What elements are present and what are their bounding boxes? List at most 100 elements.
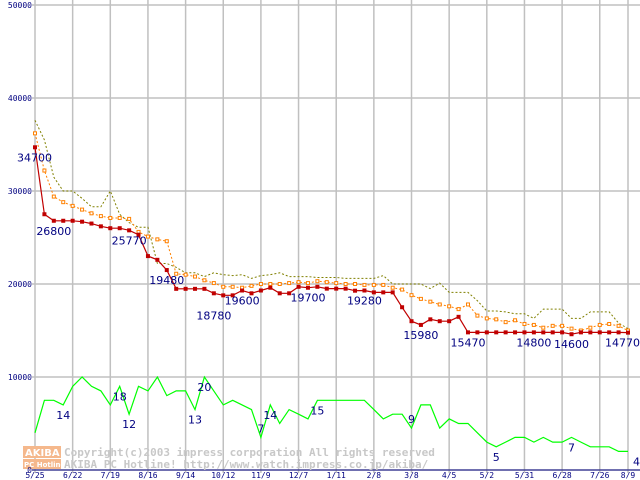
x-tick-label: 11/9 <box>251 471 270 480</box>
data-point-min <box>324 286 329 291</box>
data-point-average <box>550 323 555 328</box>
logo-top-box <box>23 446 61 458</box>
data-point-min <box>42 212 47 217</box>
x-tick-label: 4/5 <box>442 471 457 480</box>
data-point-average <box>334 281 339 286</box>
data-label-count: 14 <box>56 409 70 422</box>
data-point-min <box>456 314 461 319</box>
data-point-average <box>98 214 103 219</box>
site-url-text: AKIBA PC Hotline! http://www.watch.impre… <box>64 458 429 471</box>
data-point-average <box>371 282 376 287</box>
data-label-count: 12 <box>122 418 136 431</box>
data-point-min <box>127 228 132 233</box>
x-tick-label: 1/11 <box>327 471 346 480</box>
data-label-min: 25770 <box>112 234 147 247</box>
data-point-min <box>447 319 452 324</box>
data-point-min <box>437 319 442 324</box>
data-point-average <box>117 215 122 220</box>
data-label-min: 15980 <box>403 329 438 342</box>
data-point-average <box>33 131 37 136</box>
data-point-min <box>371 290 376 295</box>
data-point-average <box>221 284 226 289</box>
data-label-min: 19700 <box>290 292 325 305</box>
data-point-average <box>155 237 160 242</box>
x-tick-label: 12/7 <box>289 471 308 480</box>
x-tick-label: 10/12 <box>211 471 235 480</box>
data-point-average <box>597 322 602 327</box>
data-point-average <box>484 316 489 321</box>
x-tick-label: 7/19 <box>101 471 120 480</box>
data-point-min <box>89 221 94 226</box>
data-point-min <box>409 319 414 324</box>
data-point-average <box>296 280 301 285</box>
data-point-min <box>569 332 574 337</box>
data-point-average <box>381 282 386 287</box>
data-point-min <box>353 288 358 293</box>
data-point-min <box>503 330 508 335</box>
data-point-average <box>268 282 273 286</box>
data-point-min <box>117 226 122 231</box>
data-point-average <box>211 281 216 286</box>
data-point-min <box>193 286 198 291</box>
data-point-average <box>541 325 546 330</box>
logo-top: AKIBA <box>25 448 60 459</box>
data-point-min <box>230 293 235 298</box>
series-line-count <box>34 375 628 452</box>
data-label-min: 14770 <box>605 337 640 350</box>
data-point-min <box>174 286 179 291</box>
data-point-average <box>42 168 47 173</box>
data-point-min <box>51 218 56 223</box>
data-point-average <box>108 215 113 220</box>
data-point-min <box>578 330 583 335</box>
data-label-count: 14 <box>263 409 277 422</box>
data-label-count: 13 <box>188 414 202 427</box>
x-tick-label: 8/16 <box>138 471 157 480</box>
x-tick-label: 9/14 <box>176 471 195 480</box>
data-point-average <box>494 317 499 322</box>
data-point-average <box>607 321 612 326</box>
data-point-min <box>616 330 621 335</box>
data-point-min <box>465 330 470 335</box>
data-point-min <box>484 330 489 335</box>
series-line-average <box>34 133 629 332</box>
data-point-average <box>277 282 282 286</box>
y-tick-label: 50000 <box>8 1 32 10</box>
data-point-min <box>305 285 310 290</box>
data-point-average <box>418 296 423 301</box>
data-point-min <box>626 330 630 335</box>
logo-bottom-box <box>23 459 61 469</box>
x-tick-label: 8/9 <box>621 471 636 480</box>
y-tick-label: 20000 <box>8 280 32 289</box>
x-tick-label: 3/8 <box>404 471 419 480</box>
data-point-average <box>343 282 348 286</box>
data-point-min <box>597 330 602 335</box>
y-tick-label: 30000 <box>8 187 32 196</box>
data-point-average <box>456 307 461 312</box>
data-point-average <box>447 304 452 309</box>
watermark: AKIBA PC Hotline! Copyright(c)2003 impre… <box>23 446 435 471</box>
data-point-average <box>324 280 329 285</box>
data-point-min <box>475 330 480 335</box>
data-point-min <box>381 290 386 295</box>
data-point-min <box>98 224 103 229</box>
data-point-average <box>202 278 207 283</box>
data-point-min <box>80 219 85 224</box>
data-label-count: 4 <box>633 455 640 468</box>
grid <box>32 0 640 473</box>
data-point-average <box>61 200 66 205</box>
data-label-count: 9 <box>408 413 415 426</box>
data-label-min: 19280 <box>347 295 382 308</box>
data-point-average <box>287 281 292 286</box>
data-point-min <box>418 322 423 327</box>
data-point-min <box>202 286 207 291</box>
data-point-min <box>362 288 367 293</box>
data-label-count: 7 <box>568 441 575 454</box>
x-tick-label: 7/26 <box>590 471 609 480</box>
copyright-text: Copyright(c)2003 impress corporation All… <box>64 446 435 459</box>
data-point-average <box>70 203 75 208</box>
data-point-min <box>315 284 320 289</box>
data-point-min <box>400 305 405 310</box>
data-point-min <box>221 293 226 298</box>
data-point-min <box>268 285 273 290</box>
y-tick-label: 0 <box>27 466 32 475</box>
